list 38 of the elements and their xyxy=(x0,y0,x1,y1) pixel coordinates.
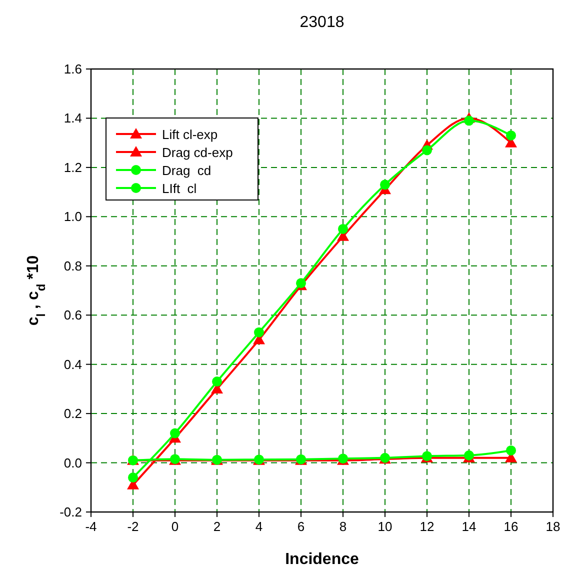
x-tick-label: 16 xyxy=(504,519,518,534)
chart-title: 23018 xyxy=(300,14,344,31)
point xyxy=(128,472,138,483)
legend-label: Drag cd-exp xyxy=(162,145,233,160)
x-tick-label: -4 xyxy=(85,519,97,534)
point xyxy=(422,145,432,156)
x-tick-label: 4 xyxy=(255,519,263,534)
x-tick-label: 8 xyxy=(339,519,347,534)
y-tick-label: 0.8 xyxy=(64,258,82,274)
x-tick-label: -2 xyxy=(127,519,139,534)
point xyxy=(212,376,222,387)
x-tick-label: 12 xyxy=(420,519,434,534)
point xyxy=(338,224,348,234)
x-tick-label: 10 xyxy=(378,519,392,534)
x-tick-label: 0 xyxy=(171,519,179,534)
point xyxy=(464,116,474,126)
x-tick-label: 18 xyxy=(546,519,560,534)
x-tick-label: 6 xyxy=(297,519,305,534)
y-tick-label: 0.6 xyxy=(64,308,82,323)
y-tick-label: 0.4 xyxy=(64,356,82,372)
y-tick-label: -0.2 xyxy=(60,504,82,520)
x-axis-title: Incidence xyxy=(285,551,359,567)
y-tick-label: 1.6 xyxy=(64,62,82,76)
point xyxy=(506,130,516,140)
y-tick-label: 1.4 xyxy=(64,110,82,126)
point xyxy=(380,180,390,190)
y-tick-label: 0.0 xyxy=(64,455,82,470)
point xyxy=(170,428,180,438)
point xyxy=(506,445,516,456)
legend-label: LIft cl xyxy=(162,181,197,196)
legend-label: Drag cd xyxy=(162,163,212,178)
point xyxy=(254,327,264,338)
y-tick-label: 1.2 xyxy=(64,160,82,175)
y-tick-label: 0.2 xyxy=(64,406,82,422)
x-tick-label: 14 xyxy=(462,519,476,534)
y-tick-label: 1.0 xyxy=(64,209,82,224)
x-tick-label: 2 xyxy=(213,519,221,534)
legend-label: Lift cl-exp xyxy=(162,127,218,142)
